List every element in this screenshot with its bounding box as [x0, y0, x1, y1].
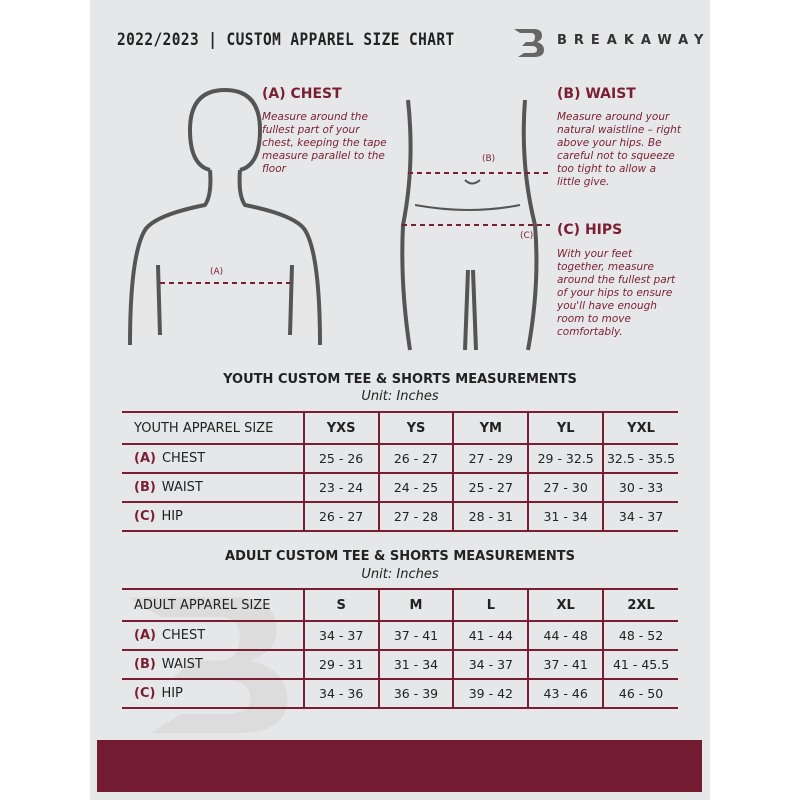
chest-marker: (A): [210, 267, 224, 277]
measure-value: 44 - 48: [527, 621, 604, 651]
hips-heading: (C) HIPS: [557, 222, 623, 238]
measure-value: 48 - 52: [602, 621, 678, 651]
size-header: M: [377, 588, 454, 622]
size-label: ADULT APPAREL SIZE: [122, 588, 304, 622]
measure-label: (B) WAIST: [122, 473, 304, 503]
measure-name: WAIST: [161, 657, 203, 672]
youth-table-title: YOUTH CUSTOM TEE & SHORTS MEASUREMENTS: [223, 372, 577, 387]
header-row: YOUTH APPAREL SIZE YXS YS YM YL YXL: [122, 411, 678, 445]
measure-value: 36 - 39: [377, 679, 454, 709]
adult-unit: Unit: Inches: [361, 567, 439, 582]
table-row: (B) WAIST 23 - 24 24 - 25 25 - 27 27 - 30 30 -…: [122, 473, 678, 503]
measure-label: (C) HIP: [122, 679, 304, 709]
measure-code: (C): [134, 686, 156, 701]
measure-value: 23 - 24: [302, 473, 379, 503]
measure-value: 41 - 45.5: [602, 650, 678, 680]
measure-value: 29 - 32.5: [527, 444, 604, 474]
measure-value: 43 - 46: [527, 679, 604, 709]
size-header: 2XL: [602, 588, 678, 622]
measure-value: 28 - 31: [452, 502, 529, 532]
measure-name: WAIST: [161, 480, 203, 495]
measure-value: 24 - 25: [377, 473, 454, 503]
measure-value: 37 - 41: [377, 621, 454, 651]
measure-label: (A) CHEST: [122, 444, 304, 474]
body-illustrations: [128, 87, 550, 351]
measure-value: 25 - 27: [452, 473, 529, 503]
brand-name: BREAKAWAY: [557, 33, 711, 48]
measure-label: (B) WAIST: [122, 650, 304, 680]
measure-value: 46 - 50: [602, 679, 678, 709]
measure-value: 26 - 27: [377, 444, 454, 474]
measure-value: 34 - 36: [302, 679, 379, 709]
measure-name: HIP: [161, 509, 183, 524]
size-header: XL: [527, 588, 604, 622]
measure-label: (C) HIP: [122, 502, 304, 532]
measure-value: 34 - 37: [452, 650, 529, 680]
youth-size-table: YOUTH APPAREL SIZE YXS YS YM YL YXL (A) CHEST 25…: [122, 411, 678, 532]
measure-value: 29 - 31: [302, 650, 379, 680]
measure-value: 27 - 29: [452, 444, 529, 474]
measure-name: CHEST: [161, 451, 206, 466]
measure-code: (B): [134, 657, 156, 672]
table-row: (B) WAIST 29 - 31 31 - 34 34 - 37 37 - 41 41 -…: [122, 650, 678, 680]
measure-value: 27 - 28: [377, 502, 454, 532]
waist-marker: (B): [482, 154, 496, 164]
size-header: YM: [452, 411, 529, 445]
measure-value: 25 - 26: [302, 444, 379, 474]
header-row: ADULT APPAREL SIZE S M L XL 2XL: [122, 588, 678, 622]
size-header: L: [452, 588, 529, 622]
measure-value: 27 - 30: [527, 473, 604, 503]
page-title: 2022/2023 | CUSTOM APPAREL SIZE CHART: [117, 30, 455, 50]
waist-heading: (B) WAIST: [557, 86, 636, 102]
footer-band: [97, 740, 702, 792]
waist-instructions: Measure around your natural waistline – …: [557, 111, 681, 188]
size-header: YXS: [302, 411, 379, 445]
adult-size-table: ADULT APPAREL SIZE S M L XL 2XL (A) CHEST 34 - 3…: [122, 588, 678, 709]
youth-unit: Unit: Inches: [361, 389, 439, 404]
measure-value: 31 - 34: [527, 502, 604, 532]
measure-label: (A) CHEST: [122, 621, 304, 651]
size-header: YXL: [602, 411, 678, 445]
measure-value: 34 - 37: [302, 621, 379, 651]
table-row: (A) CHEST 34 - 37 37 - 41 41 - 44 44 - 48 48 -…: [122, 621, 678, 651]
adult-table-title: ADULT CUSTOM TEE & SHORTS MEASUREMENTS: [225, 549, 575, 564]
hips-marker: (C): [520, 231, 534, 241]
measure-value: 26 - 27: [302, 502, 379, 532]
measure-value: 37 - 41: [527, 650, 604, 680]
measure-value: 34 - 37: [602, 502, 678, 532]
table-row: (C) HIP 34 - 36 36 - 39 39 - 42 43 - 46 46 - 5…: [122, 679, 678, 709]
chest-heading: (A) CHEST: [262, 86, 342, 102]
measure-code: (A): [134, 628, 156, 643]
measure-value: 31 - 34: [377, 650, 454, 680]
measure-value: 39 - 42: [452, 679, 529, 709]
measure-name: HIP: [161, 686, 183, 701]
table-row: (A) CHEST 25 - 26 26 - 27 27 - 29 29 - 32.5 32…: [122, 444, 678, 474]
size-header: YL: [527, 411, 604, 445]
measure-value: 41 - 44: [452, 621, 529, 651]
measure-value: 30 - 33: [602, 473, 678, 503]
chest-instructions: Measure around the fullest part of your …: [262, 111, 387, 175]
size-label: YOUTH APPAREL SIZE: [122, 411, 304, 445]
measure-name: CHEST: [161, 628, 206, 643]
size-header: YS: [377, 411, 454, 445]
measure-code: (B): [134, 480, 156, 495]
measure-code: (A): [134, 451, 156, 466]
chest-figure-icon: [128, 87, 322, 346]
measure-code: (C): [134, 509, 156, 524]
breakaway-logo-icon: [514, 29, 544, 57]
size-header: S: [302, 588, 379, 622]
hips-instructions: With your feet together, measure around …: [557, 248, 676, 338]
measure-value: 32.5 - 35.5: [602, 444, 678, 474]
table-row: (C) HIP 26 - 27 27 - 28 28 - 31 31 - 34 34 - 3…: [122, 502, 678, 532]
